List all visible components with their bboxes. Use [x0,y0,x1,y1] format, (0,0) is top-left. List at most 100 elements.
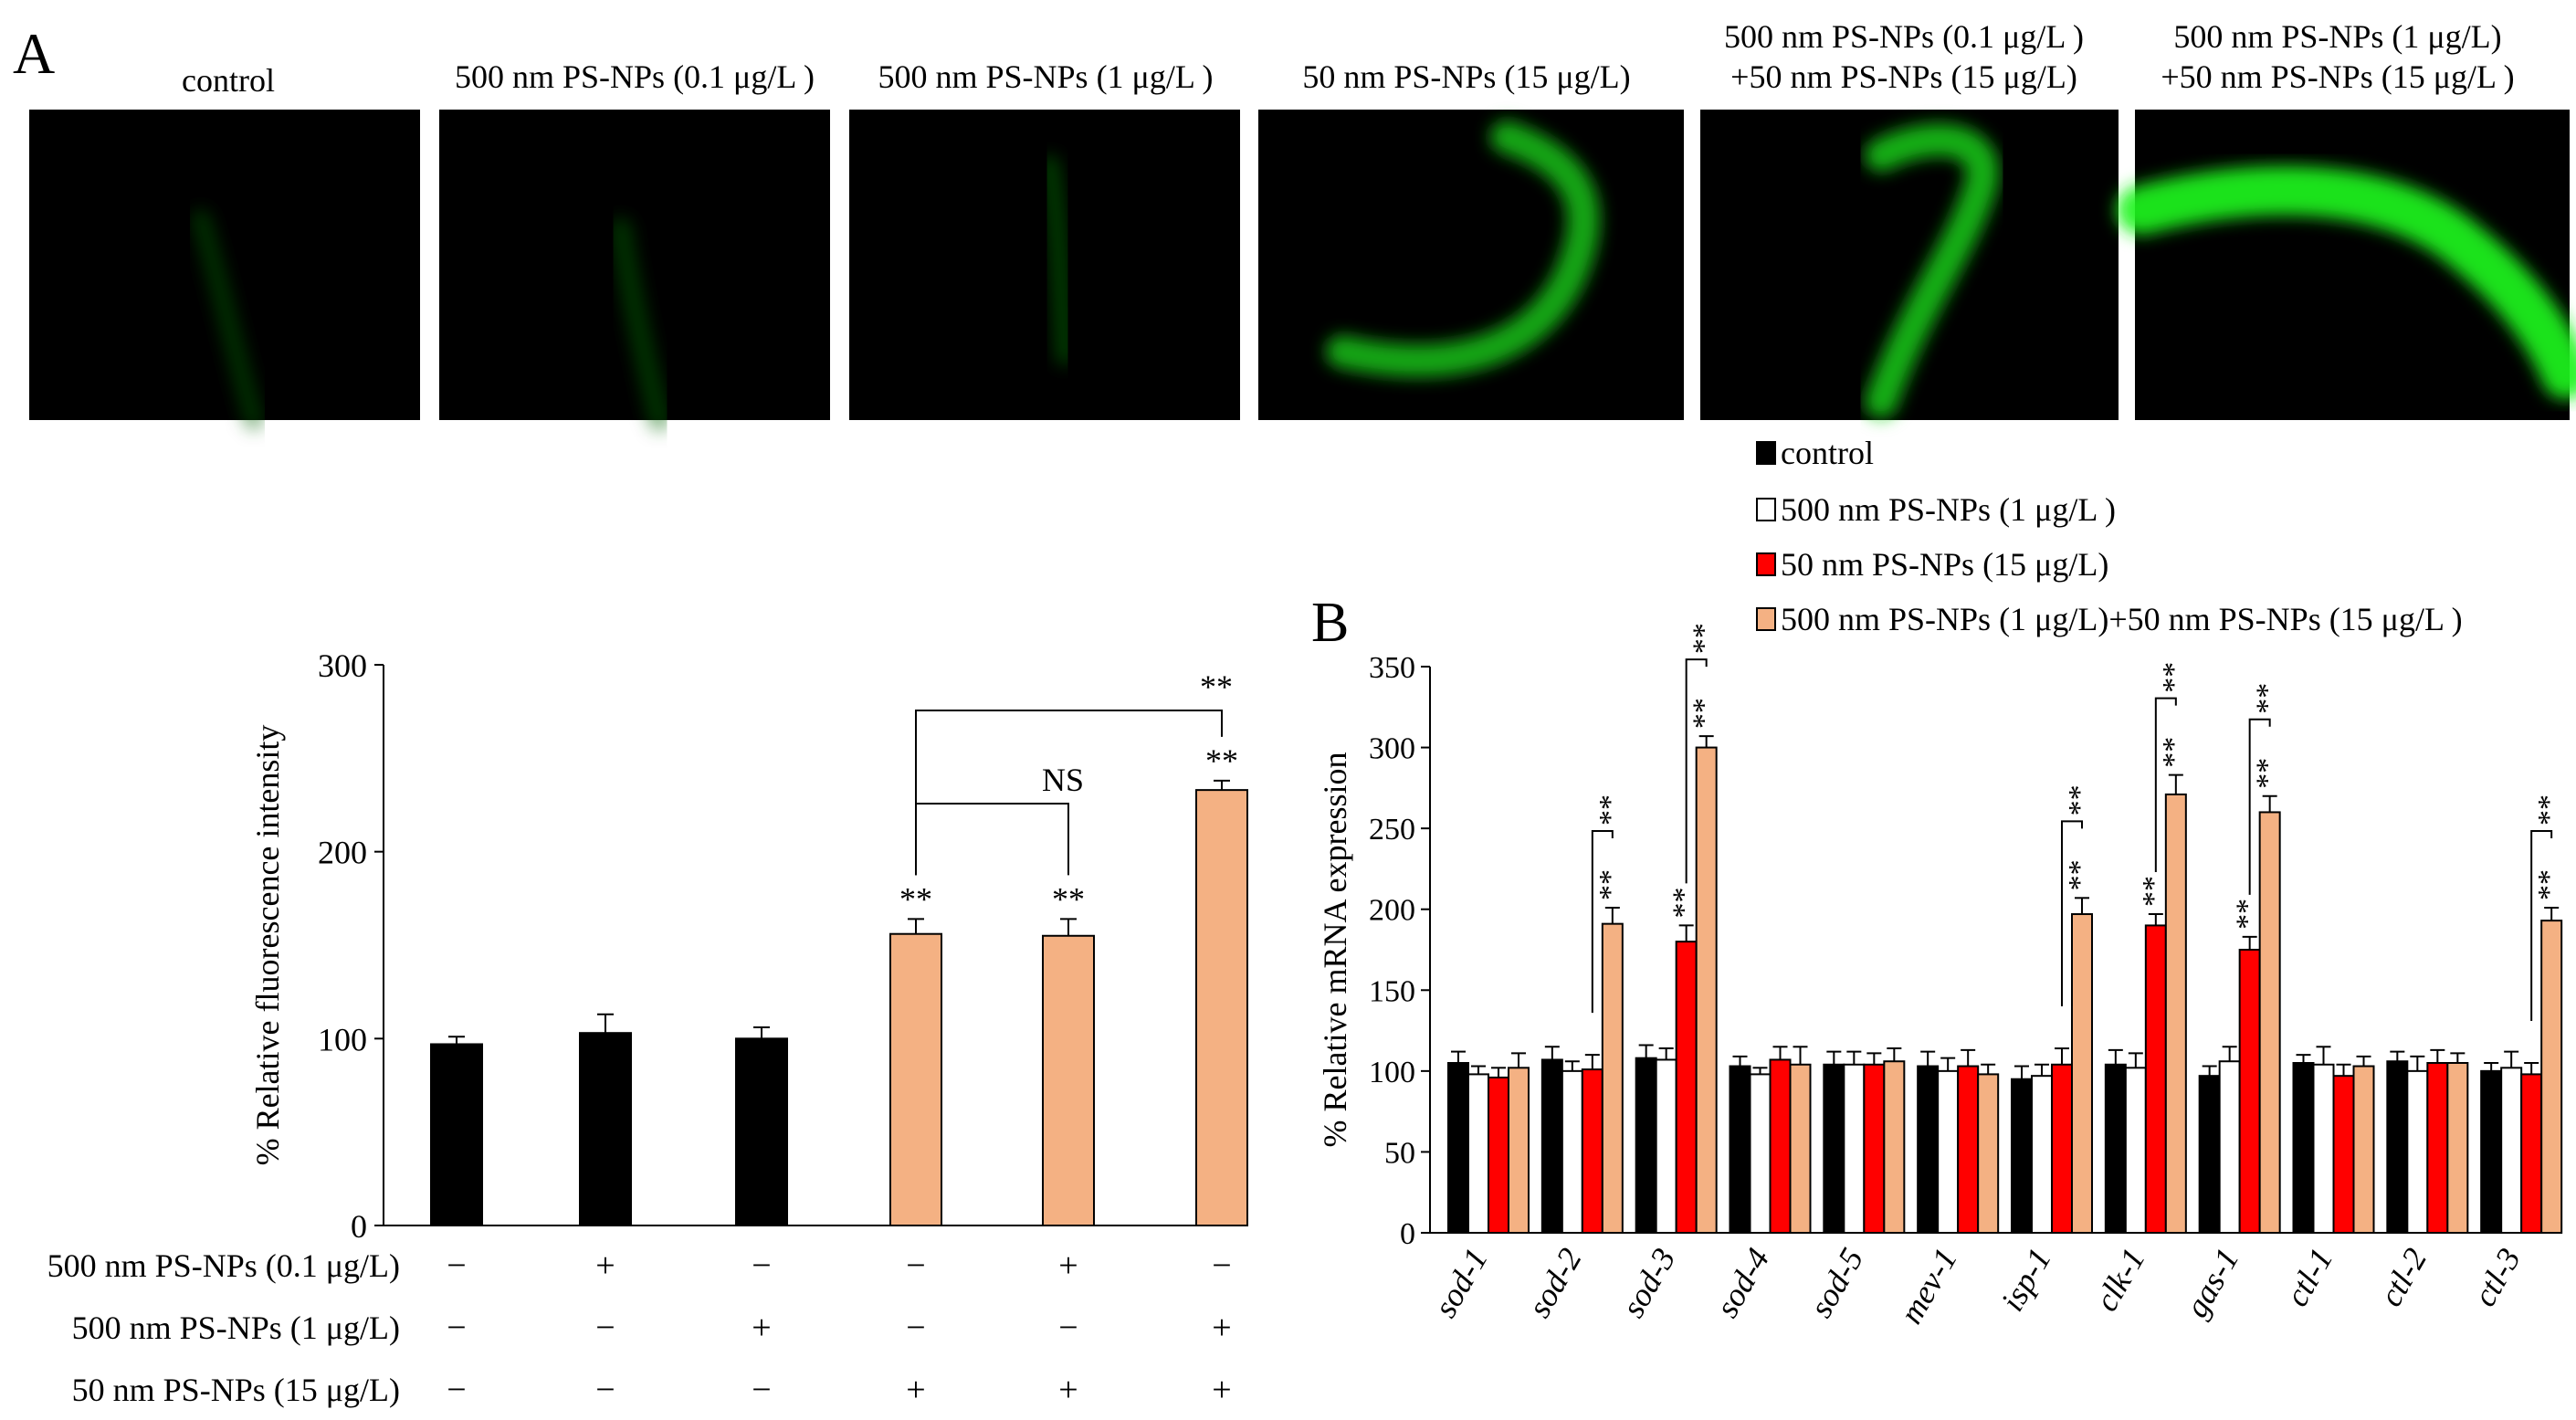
x-tick-label: ctl-3 [2466,1242,2528,1312]
legend-label: 500 nm PS-NPs (1 μg/L ) [1781,491,2116,528]
treatment-mark: + [1212,1309,1231,1347]
bar [1447,1062,1469,1234]
micrograph-caption-line-2: +50 nm PS-NPs (15 μg/L) [1730,58,2077,95]
bar [2198,1075,2221,1234]
bar [2031,1075,2053,1234]
treatment-mark: − [595,1309,615,1347]
bracket-label: ** [2063,784,2097,815]
treatment-mark: − [447,1309,466,1347]
bar [1789,1063,1812,1235]
bar [2124,1067,2147,1235]
comparison-bracket [1591,829,1614,1014]
treatment-mark: − [447,1371,466,1409]
treatment-mark: + [1058,1246,1078,1285]
y-tick-label: 0 [1400,1217,1415,1251]
chart-fluorescence: 0 100 200 300 % Relative fluorescence intens… [47,647,1248,1409]
bar [2332,1075,2355,1234]
x-tick-label: isp-1 [1993,1242,2058,1317]
treatment-mark: − [752,1371,771,1409]
y-tick-label: 300 [1369,732,1415,766]
bar [1883,1060,1906,1234]
treatment-mark: − [1212,1246,1231,1285]
bar [2051,1063,2073,1235]
panel-a-label: A [13,21,55,86]
comparison-bracket [2530,829,2553,1021]
treatment-mark: + [1212,1371,1231,1409]
y-tick-label: 100 [1369,1056,1415,1089]
micrograph-caption-line-1: 500 nm PS-NPs (0.1 μg/L ) [455,58,815,95]
x-tick-label: sod-2 [1520,1242,1589,1323]
significance-label: ** [1688,698,1721,729]
bracket-label: NS [1042,762,1084,798]
worm-shape [1326,121,1601,377]
treatment-row-label: 500 nm PS-NPs (0.1 μg/L) [47,1247,400,1284]
comparison-bracket [2061,820,2083,1007]
y-axis-label: % Relative mRNA expression [1317,752,1353,1148]
bar [2500,1067,2523,1235]
micrograph-caption-line-1: control [182,62,275,99]
significance-label: ** [2063,859,2097,890]
bar [1467,1073,1489,1235]
x-tick-label: mev-1 [1892,1242,1964,1330]
significance-label: ** [2137,876,2171,907]
bar [1749,1073,1772,1235]
micrograph-caption-line-2: +50 nm PS-NPs (15 μg/L ) [2161,58,2514,95]
significance-label: ** [1667,887,1701,918]
bar [2406,1069,2429,1235]
significance-label: ** [2231,899,2265,930]
bar [2238,949,2261,1234]
bar [1561,1069,1583,1235]
significance-label: ** [2532,869,2566,900]
bar [1917,1065,1940,1234]
bar [1823,1063,1845,1235]
treatment-mark: + [752,1309,771,1347]
treatment-mark: − [1058,1309,1078,1347]
bar [1581,1068,1603,1234]
worm-shape [610,217,670,431]
bar [1488,1076,1509,1235]
comparison-bracket [1685,658,1708,884]
significance-label: ** [1593,869,1627,900]
y-tick-label: 100 [318,1021,367,1057]
legend-mrna: control 500 nm PS-NPs (1 μg/L ) 50 nm PS-N… [1756,435,2463,637]
x-tick-label: ctl-2 [2372,1242,2434,1312]
treatment-mark: − [752,1246,771,1285]
treatment-mark: − [595,1371,615,1409]
significance-label: ** [1205,742,1238,779]
bar [1675,941,1698,1234]
bar [2011,1078,2033,1234]
bar [1195,789,1248,1226]
bracket-label: ** [2532,794,2566,826]
micrograph-mix-0.1: 500 nm PS-NPs (0.1 μg/L ) +50 nm PS-NPs … [1700,18,2119,420]
y-tick-label: 0 [351,1208,367,1245]
legend-swatch [1756,552,1776,576]
bar [2520,1073,2543,1235]
significance-label: ** [2251,758,2285,789]
bar [1977,1073,2000,1235]
worm-shape [191,209,264,430]
y-tick-label: 50 [1384,1136,1415,1170]
bar [2312,1063,2335,1235]
legend-label: 500 nm PS-NPs (1 μg/L)+50 nm PS-NPs (15 … [1781,601,2463,637]
micrograph-caption-line-1: 500 nm PS-NPs (1 μg/L ) [878,58,1214,95]
micrograph-500nm-1: 500 nm PS-NPs (1 μg/L ) [849,58,1240,420]
bar [1042,934,1095,1227]
bracket-label: ** [2251,683,2285,714]
bar [2258,811,2281,1235]
bar [735,1037,788,1227]
bar [2144,924,2167,1235]
bracket-label: ** [2157,662,2191,693]
x-tick-label: sod-5 [1803,1242,1871,1323]
x-tick-label: clk-1 [2087,1242,2152,1317]
bracket-label: ** [1688,623,1721,654]
y-tick-label: 300 [318,647,367,684]
bar [2104,1063,2127,1235]
micrograph-caption-line-1: 500 nm PS-NPs (0.1 μg/L ) [1724,18,2084,55]
treatment-mark: + [1058,1371,1078,1409]
legend-label: 50 nm PS-NPs (15 μg/L) [1781,546,2108,583]
bar [1729,1065,1751,1234]
legend-swatch [1756,441,1776,465]
micrograph-caption-line-1: 50 nm PS-NPs (15 μg/L) [1302,58,1630,95]
bar [1695,746,1718,1234]
treatment-mark: + [595,1246,615,1285]
